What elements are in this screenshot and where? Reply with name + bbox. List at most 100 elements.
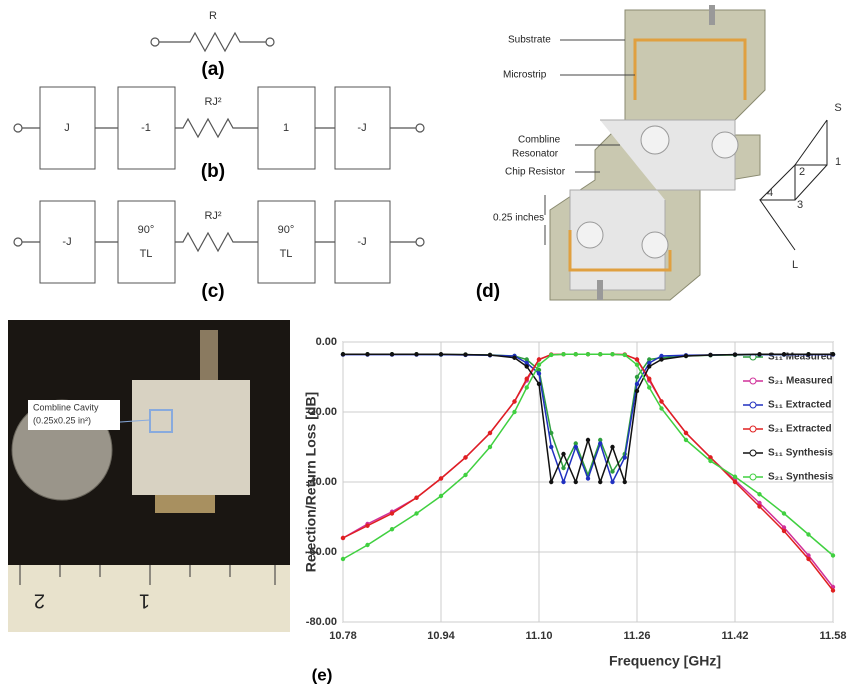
data-point bbox=[635, 375, 639, 379]
annotation: 0.25 inches bbox=[493, 213, 544, 224]
y-tick-label: -40.00 bbox=[306, 476, 337, 488]
data-point bbox=[341, 536, 345, 540]
data-point bbox=[831, 352, 835, 356]
data-point bbox=[549, 445, 553, 449]
port-label: L bbox=[792, 259, 798, 271]
data-point bbox=[598, 480, 602, 484]
y-tick-label: -20.00 bbox=[306, 406, 337, 418]
block-label: 90° bbox=[278, 224, 295, 236]
data-point bbox=[561, 466, 565, 470]
data-point bbox=[610, 469, 614, 473]
terminal bbox=[14, 124, 22, 132]
data-point bbox=[488, 445, 492, 449]
data-point bbox=[574, 352, 578, 356]
data-point bbox=[390, 527, 394, 531]
x-tick-label: 11.10 bbox=[526, 630, 553, 642]
data-point bbox=[537, 357, 541, 361]
flange bbox=[155, 495, 215, 513]
legend-label: S₂₁ Measured bbox=[768, 376, 833, 387]
data-point bbox=[341, 352, 345, 356]
block-label: 1 bbox=[283, 122, 289, 134]
data-point bbox=[831, 553, 835, 557]
block bbox=[258, 201, 315, 283]
port-label: 4 bbox=[767, 187, 773, 199]
data-point bbox=[561, 480, 565, 484]
data-point bbox=[635, 382, 639, 386]
data-point bbox=[610, 480, 614, 484]
legend-marker bbox=[750, 378, 756, 384]
data-point bbox=[414, 511, 418, 515]
resonator bbox=[641, 126, 669, 154]
filter-body bbox=[132, 380, 250, 495]
data-point bbox=[414, 352, 418, 356]
block bbox=[118, 201, 175, 283]
data-point bbox=[365, 543, 369, 547]
caption: (a) bbox=[201, 59, 224, 80]
resistor-label: RJ² bbox=[204, 210, 221, 222]
data-point bbox=[561, 452, 565, 456]
data-point bbox=[586, 476, 590, 480]
photo: Combline Cavity (0.25x0.25 in²) 2 1 bbox=[8, 320, 290, 632]
x-tick-label: 11.58 bbox=[820, 630, 847, 642]
data-point bbox=[439, 352, 443, 356]
legend-label: S₁₁ Extracted bbox=[768, 400, 831, 411]
connector bbox=[200, 330, 218, 380]
terminal bbox=[266, 38, 274, 46]
ruler-label: 1 bbox=[139, 590, 150, 612]
coupling-diagram bbox=[760, 120, 827, 250]
legend-label: S₂₁ Synthesis bbox=[768, 472, 834, 483]
data-point bbox=[525, 377, 529, 381]
data-point bbox=[598, 352, 602, 356]
data-point bbox=[512, 410, 516, 414]
data-point bbox=[623, 353, 627, 357]
data-point bbox=[782, 511, 786, 515]
data-point bbox=[463, 455, 467, 459]
data-point bbox=[635, 357, 639, 361]
data-point bbox=[463, 473, 467, 477]
block-label: TL bbox=[280, 248, 293, 260]
data-point bbox=[488, 431, 492, 435]
terminal bbox=[416, 238, 424, 246]
terminal bbox=[416, 124, 424, 132]
caption: (d) bbox=[476, 281, 500, 302]
data-point bbox=[365, 352, 369, 356]
panel-c: -J 90° TL 90° TL -J RJ² (c) bbox=[14, 201, 424, 302]
data-point bbox=[561, 352, 565, 356]
data-point bbox=[635, 363, 639, 367]
data-point bbox=[439, 476, 443, 480]
data-point bbox=[586, 352, 590, 356]
data-point bbox=[831, 588, 835, 592]
data-point bbox=[512, 356, 516, 360]
data-point bbox=[390, 352, 394, 356]
terminal bbox=[151, 38, 159, 46]
data-point bbox=[439, 494, 443, 498]
annotation: Substrate bbox=[508, 35, 551, 46]
annotation: Microstrip bbox=[503, 70, 547, 81]
block-label: J bbox=[64, 122, 70, 134]
resonator bbox=[712, 132, 738, 158]
data-point bbox=[806, 557, 810, 561]
terminal bbox=[14, 238, 22, 246]
data-point bbox=[733, 475, 737, 479]
data-point bbox=[598, 441, 602, 445]
data-point bbox=[574, 445, 578, 449]
block-label: -J bbox=[357, 236, 366, 248]
data-point bbox=[365, 524, 369, 528]
data-point bbox=[549, 480, 553, 484]
resonator bbox=[642, 232, 668, 258]
block-label: 90° bbox=[138, 224, 155, 236]
data-point bbox=[537, 363, 541, 367]
data-point bbox=[757, 352, 761, 356]
caption: (e) bbox=[312, 665, 333, 684]
data-point bbox=[610, 352, 614, 356]
data-point bbox=[512, 399, 516, 403]
legend-marker bbox=[750, 474, 756, 480]
legend-label: S₁₁ Measured bbox=[768, 352, 832, 363]
data-point bbox=[586, 438, 590, 442]
y-tick-label: -60.00 bbox=[306, 546, 337, 558]
port-label: 1 bbox=[835, 156, 841, 168]
data-point bbox=[537, 382, 541, 386]
legend-label: S₂₁ Extracted bbox=[768, 424, 832, 435]
x-tick-label: 11.42 bbox=[722, 630, 749, 642]
data-point bbox=[684, 431, 688, 435]
